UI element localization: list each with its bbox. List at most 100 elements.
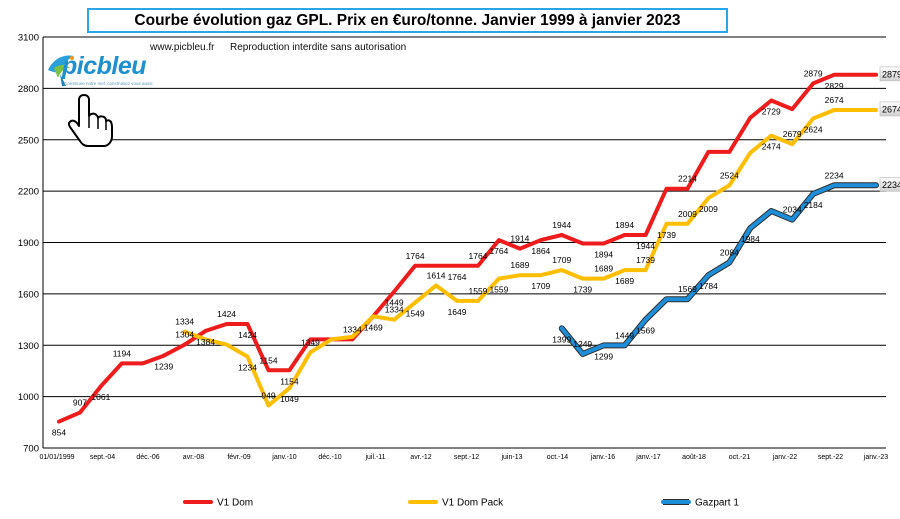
data-point: [518, 246, 522, 251]
data-point: [748, 115, 753, 120]
x-tick-label: janv.-10: [271, 454, 296, 461]
data-point: [601, 343, 606, 348]
data-label: 1299: [594, 351, 613, 361]
data-label: 1864: [531, 246, 550, 256]
data-label: 2624: [804, 125, 823, 135]
data-label: 1549: [406, 309, 425, 319]
data-point: [874, 73, 878, 77]
y-tick-label: 700: [23, 444, 39, 455]
data-point: [245, 322, 250, 326]
data-label: 1764: [448, 272, 467, 282]
data-label: 1304: [175, 330, 194, 340]
picbleu-logo[interactable]: picbleu Construire notre mel, construise…: [44, 48, 154, 90]
data-label: 1689: [510, 260, 529, 270]
data-point: [601, 241, 606, 246]
data-point: [580, 276, 585, 281]
y-tick-label: 1600: [18, 289, 39, 300]
data-label: 1334: [175, 317, 194, 327]
data-point: [685, 186, 690, 191]
y-tick-label: 2200: [18, 187, 39, 198]
data-point: [706, 196, 711, 200]
end-label: 2234: [882, 180, 900, 190]
data-label: 1689: [594, 264, 613, 274]
data-point: [329, 337, 334, 342]
data-point: [874, 108, 878, 112]
data-label: 1784: [699, 281, 718, 291]
data-point: [769, 209, 774, 213]
data-point: [224, 322, 229, 326]
data-label: 1689: [615, 276, 634, 286]
data-label: 1469: [364, 322, 383, 332]
x-tick-label: déc.-06: [136, 454, 159, 461]
data-label: 1739: [657, 230, 676, 240]
series-line-v1-dom-pack: [182, 108, 878, 408]
data-label: 1424: [217, 309, 236, 319]
data-point: [769, 133, 774, 138]
data-point: [392, 317, 396, 322]
bird-icon: [48, 55, 74, 86]
data-label: 1914: [510, 234, 529, 244]
data-label: 2879: [804, 68, 823, 78]
x-tick-label: oct.-14: [547, 454, 569, 461]
data-point: [287, 368, 292, 373]
data-point: [434, 283, 438, 288]
data-point: [413, 263, 417, 268]
data-label: 1154: [259, 355, 278, 365]
data-label: 949: [261, 390, 275, 400]
data-label: 2009: [699, 204, 718, 214]
data-label: 2729: [762, 107, 781, 117]
data-label: 1349: [301, 337, 320, 347]
x-tick-label: juin-13: [500, 454, 522, 461]
data-point: [371, 314, 376, 319]
data-label: 1049: [280, 394, 299, 404]
data-point: [476, 299, 480, 303]
x-tick-label: janv.-23: [863, 454, 888, 461]
y-tick-label: 1300: [18, 341, 39, 352]
data-label: 2009: [678, 209, 697, 219]
legend-label: V1 Dom: [217, 498, 253, 509]
data-label: 2829: [825, 81, 844, 91]
end-label-box: [879, 101, 900, 117]
data-point: [664, 297, 669, 301]
data-point: [685, 222, 690, 226]
x-tick-label: 01/01/1999: [39, 454, 74, 461]
data-point: [790, 142, 795, 147]
data-label: 1764: [489, 246, 508, 256]
data-point: [706, 150, 711, 154]
data-point: [643, 317, 648, 322]
data-point: [182, 342, 187, 347]
data-point: [203, 329, 208, 333]
x-tick-label: sept.-12: [454, 454, 479, 461]
data-point: [161, 353, 166, 358]
data-label: 1239: [154, 362, 173, 372]
data-label: 1334: [385, 305, 404, 315]
website-link[interactable]: www.picbleu.fr: [150, 42, 215, 53]
data-label: 1249: [573, 339, 592, 349]
logo-tagline: Construire notre mel, construisez vous a…: [64, 81, 153, 86]
data-label: 1709: [531, 281, 550, 291]
data-point: [182, 329, 187, 334]
data-point: [727, 150, 732, 154]
data-point: [287, 386, 292, 391]
data-point: [434, 263, 438, 268]
data-label: 1334: [343, 324, 362, 334]
data-label: 1559: [489, 285, 508, 295]
data-label: 2474: [762, 142, 781, 152]
data-point: [832, 73, 836, 77]
copyright-notice: Reproduction interdite sans autorisation: [230, 42, 407, 53]
data-label: 2234: [825, 170, 844, 180]
data-label: 2034: [783, 205, 802, 215]
series-lines: [57, 72, 879, 424]
data-point: [266, 368, 271, 373]
data-label: 1449: [385, 297, 404, 307]
data-label: 2214: [678, 174, 697, 184]
axes: 700 1000 1300 1600 1900 2200 2500 2800 3100 01/01…: [18, 33, 888, 462]
data-point: [748, 150, 753, 155]
data-label: 1234: [238, 363, 257, 373]
data-label: 1944: [636, 241, 655, 251]
data-point: [811, 81, 815, 86]
data-point: [140, 361, 145, 366]
data-point: [643, 233, 648, 237]
data-label: 1739: [636, 255, 655, 265]
